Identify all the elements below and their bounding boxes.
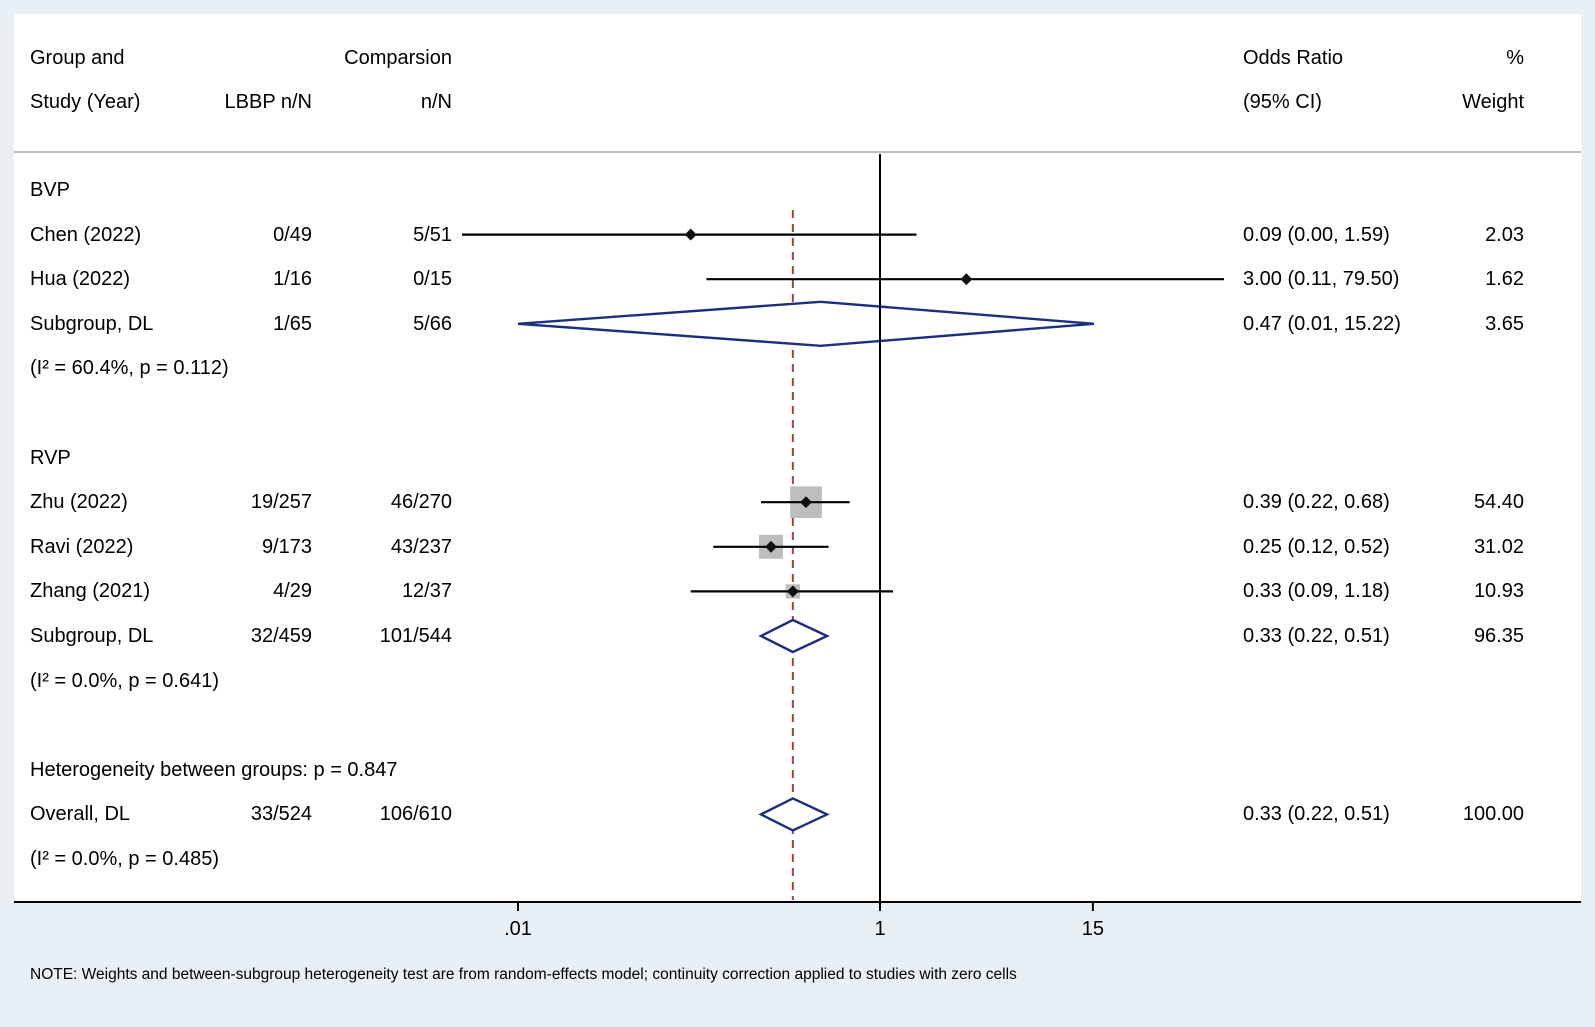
- comparison-events-value: 12/37: [401, 580, 452, 603]
- stats-text: (I² = 0.0%, p = 0.485): [30, 848, 219, 870]
- lbbp-events-value: 4/29: [273, 580, 312, 603]
- odds-ratio-ci-value: 0.25 (0.12, 0.52): [1243, 535, 1390, 558]
- axis-tick-label: 15: [1081, 918, 1104, 940]
- study-label: Hua (2022): [30, 268, 131, 291]
- footnote: NOTE: Weights and between-subgroup heter…: [30, 966, 1017, 983]
- pooled-diamond: [758, 618, 830, 654]
- comparison-events-value: 5/66: [413, 312, 452, 335]
- weight-value: 31.02: [1473, 535, 1524, 558]
- lbbp-events-value: 0/49: [273, 223, 312, 246]
- odds-ratio-ci-value: 0.33 (0.09, 1.18): [1243, 580, 1390, 603]
- odds-ratio-ci-value: 0.09 (0.00, 1.59): [1243, 223, 1390, 246]
- lbbp-events-value: 1/65: [273, 312, 312, 335]
- weight-value: 1.62: [1485, 268, 1524, 291]
- column-header-ci: (95% CI): [1243, 91, 1322, 113]
- comparison-events-value: 106/610: [379, 803, 452, 826]
- odds-ratio-ci-value: 0.47 (0.01, 15.22): [1243, 312, 1401, 335]
- point-estimate-marker: [960, 273, 973, 286]
- axis-tick-label: 1: [874, 918, 886, 940]
- subgroup-label: Subgroup, DL: [30, 312, 154, 335]
- study-label: Chen (2022): [30, 223, 142, 246]
- lbbp-events-value: 9/173: [261, 535, 312, 558]
- group-label: BVP: [30, 179, 71, 201]
- weight-value: 54.40: [1473, 491, 1524, 514]
- lbbp-events-value: 32/459: [250, 625, 312, 647]
- weight-value: 10.93: [1473, 580, 1524, 603]
- header-rule: [14, 151, 1581, 153]
- column-header-group: Group and: [30, 47, 125, 69]
- lbbp-events-value: 33/524: [250, 803, 312, 826]
- overall-label: Overall, DL: [30, 803, 131, 826]
- pooled-diamond: [758, 797, 830, 832]
- subgroup-label: Subgroup, DL: [30, 625, 154, 647]
- odds-ratio-ci-value: 3.00 (0.11, 79.50): [1243, 268, 1400, 291]
- column-header-lbbp: LBBP n/N: [224, 91, 312, 113]
- stats-text: (I² = 0.0%, p = 0.641): [30, 669, 219, 692]
- odds-ratio-ci-value: 0.39 (0.22, 0.68): [1243, 491, 1390, 514]
- axis-tick-label: .01: [504, 918, 532, 940]
- study-label: Zhu (2022): [30, 491, 128, 514]
- point-estimate-marker: [684, 228, 697, 241]
- plot-panel: [14, 14, 1581, 903]
- comparison-events-value: 43/237: [390, 535, 452, 558]
- weight-value: 100.00: [1462, 803, 1524, 826]
- comparison-events-value: 0/15: [413, 268, 452, 291]
- study-label: Zhang (2021): [30, 580, 151, 603]
- column-header-study-year: Study (Year): [30, 91, 141, 113]
- column-header-weight: Weight: [1462, 91, 1524, 113]
- column-header-percent: %: [1506, 47, 1524, 69]
- group-label: RVP: [30, 446, 71, 469]
- column-header-odds-ratio: Odds Ratio: [1243, 47, 1344, 69]
- stats-text: (I² = 60.4%, p = 0.112): [30, 357, 229, 380]
- odds-ratio-ci-value: 0.33 (0.22, 0.51): [1243, 625, 1390, 647]
- lbbp-events-value: 19/257: [250, 491, 312, 514]
- odds-ratio-ci-value: 0.33 (0.22, 0.51): [1243, 803, 1390, 826]
- stats-text: Heterogeneity between groups: p = 0.847: [30, 758, 398, 781]
- pooled-diamond: [517, 300, 1095, 348]
- column-header-comparison-nn: n/N: [420, 91, 452, 113]
- column-header-comparison: Comparsion: [344, 47, 452, 69]
- weight-value: 3.65: [1485, 312, 1524, 335]
- study-label: Ravi (2022): [30, 535, 134, 558]
- lbbp-events-value: 1/16: [273, 268, 312, 291]
- comparison-events-value: 5/51: [413, 223, 452, 246]
- comparison-events-value: 101/544: [379, 625, 452, 647]
- x-axis-line: [14, 901, 1581, 903]
- comparison-events-value: 46/270: [390, 491, 452, 514]
- weight-value: 2.03: [1485, 223, 1524, 246]
- weight-value: 96.35: [1473, 625, 1524, 647]
